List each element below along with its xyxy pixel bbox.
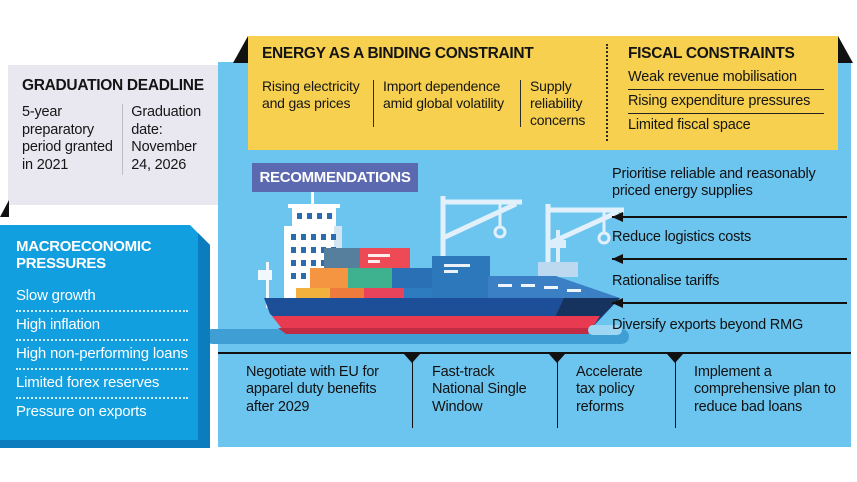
left-arrow-icon	[612, 212, 847, 222]
macro-title: MACROECONOMIC PRESSURES	[16, 238, 152, 273]
recommendation-item: Reduce logistics costs	[612, 229, 752, 245]
fiscal-item: Limited fiscal space	[628, 117, 751, 133]
macro-item: High non-performing loans	[16, 341, 188, 370]
divider	[520, 80, 521, 128]
energy-section-title: ENERGY AS A BINDING CONSTRAINT	[262, 45, 534, 62]
recommendation-item: Implement a comprehensive plan to reduce…	[694, 364, 836, 415]
energy-items: Rising electricity and gas prices Import…	[262, 78, 608, 129]
left-arrow-icon	[612, 254, 847, 264]
macro-item: Slow growth	[16, 283, 188, 312]
divider	[122, 104, 124, 175]
recommendation-item: Negotiate with EU for apparel duty benef…	[246, 364, 379, 415]
energy-item: Rising electricity and gas prices	[262, 78, 360, 112]
macro-item: High inflation	[16, 312, 188, 341]
fold-corner-icon	[838, 36, 853, 63]
recommendation-item: Accelerate tax policy reforms	[576, 364, 643, 415]
bottom-divider-line	[218, 352, 851, 354]
fiscal-section: FISCAL CONSTRAINTS Weak revenue mobilisa…	[628, 45, 824, 137]
divider	[557, 358, 558, 428]
recommendation-item: Fast-track National Single Window	[432, 364, 527, 415]
macro-item: Limited forex reserves	[16, 370, 188, 399]
fold-corner-icon	[0, 200, 9, 217]
graduation-box: GRADUATION DEADLINE 5-year preparatory p…	[8, 65, 218, 205]
macro-item: Pressure on exports	[16, 402, 147, 420]
crane-hook-icon	[493, 202, 611, 245]
fiscal-section-title: FISCAL CONSTRAINTS	[628, 45, 795, 62]
right-recommendations: Prioritise reliable and reasonably price…	[612, 166, 850, 348]
recommendations-badge: RECOMMENDATIONS	[252, 163, 418, 192]
divider	[412, 358, 413, 428]
energy-item: Supply reliability concerns	[530, 78, 586, 129]
macro-pressures-box: MACROECONOMIC PRESSURES Slow growth High…	[0, 225, 210, 448]
graduation-title: GRADUATION DEADLINE	[22, 77, 204, 94]
cargo-ship-illustration	[258, 188, 624, 335]
recommendation-item: Prioritise reliable and reasonably price…	[612, 166, 816, 200]
recommendation-item: Rationalise tariffs	[612, 273, 720, 289]
divider	[675, 358, 676, 428]
left-arrow-icon	[612, 298, 847, 308]
constraints-box: ENERGY AS A BINDING CONSTRAINT Rising el…	[248, 36, 838, 150]
fold-corner-icon	[233, 36, 248, 63]
divider	[373, 80, 374, 128]
graduation-date: Graduation date: November 24, 2026	[131, 104, 202, 174]
fiscal-item: Weak revenue mobilisation	[628, 66, 824, 90]
energy-item: Import dependence amid global volatility	[383, 78, 504, 112]
dotted-divider	[606, 44, 608, 141]
recommendation-item: Diversify exports beyond RMG	[612, 317, 804, 333]
fiscal-item: Rising expenditure pressures	[628, 90, 824, 114]
graduation-period: 5-year preparatory period granted in 202…	[22, 104, 113, 174]
